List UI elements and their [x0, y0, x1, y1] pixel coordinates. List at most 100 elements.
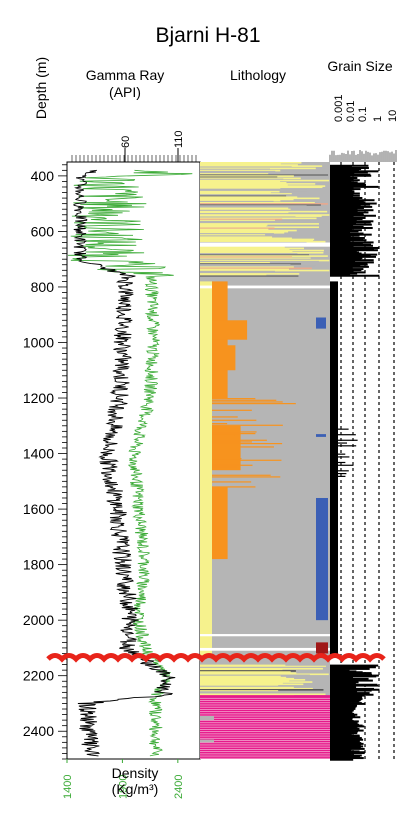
grain-size-bar	[330, 184, 366, 187]
grain-size-bar	[330, 203, 371, 206]
lithology-band	[200, 667, 323, 670]
grain-size-bar	[330, 271, 366, 274]
volcanic-stripe	[200, 715, 330, 717]
volcanic-stripe	[200, 729, 330, 730]
grain-size-bar	[330, 173, 371, 176]
grain-size-bar	[330, 232, 364, 235]
volcanic-stripe	[200, 733, 330, 735]
lithology-band	[200, 246, 285, 249]
grain-size-bar	[330, 214, 376, 217]
grain-size-bar	[330, 456, 350, 458]
lithology-band	[200, 270, 276, 273]
grain-size-bar	[330, 442, 348, 444]
sand-stringer	[212, 446, 274, 448]
lithology-band	[200, 208, 291, 211]
depth-tick-label: 800	[31, 279, 55, 295]
depth-axis-label: Depth (m)	[33, 57, 49, 119]
limestone-interval	[316, 497, 328, 621]
lithology-band	[200, 681, 313, 683]
lithology-band	[200, 269, 330, 272]
grain-size-bar	[330, 274, 380, 277]
lithology-inclusion	[200, 739, 214, 743]
density-tick-label: 1400	[62, 775, 74, 799]
grain-size-bar	[330, 263, 368, 266]
lithology-band	[200, 163, 281, 165]
lithology-band	[200, 181, 287, 184]
lithology-band	[200, 198, 294, 201]
volcanic-stripe	[200, 735, 330, 737]
lithology-band	[200, 180, 281, 183]
grain-size-bar	[330, 472, 347, 475]
volcanic-stripe	[200, 746, 330, 748]
grain-size-bar	[330, 209, 374, 212]
depth-tick-label: 1800	[23, 557, 54, 573]
sand-stringer	[212, 441, 252, 443]
sand-stringer	[212, 431, 257, 433]
grain-size-bar	[330, 259, 374, 262]
grain-size-bar	[330, 231, 351, 234]
lithology-band	[200, 674, 310, 677]
grain-size-bar	[330, 221, 371, 224]
lithology-band	[200, 224, 268, 226]
volcanic-stripe	[200, 702, 330, 704]
lithology-band	[200, 184, 288, 186]
lithology-band	[200, 264, 291, 266]
grain-size-bar	[330, 192, 360, 195]
volcanic-stripe	[200, 709, 330, 710]
sand-stringer	[212, 423, 228, 425]
grain-size-bar	[330, 445, 357, 447]
volcanic-stripe	[200, 717, 330, 719]
volcanic-stripe	[200, 720, 330, 721]
lithology-band	[200, 239, 314, 242]
sand-stringer	[212, 443, 283, 445]
sand-stringer	[212, 474, 271, 476]
grain-size-bar	[330, 200, 364, 203]
grain-size-bar	[330, 667, 370, 670]
lithology-band	[200, 257, 311, 260]
sand-stringer	[212, 403, 296, 405]
grain-size-column	[330, 281, 338, 657]
grain-size-bar	[330, 190, 355, 193]
grain-size-bar	[330, 258, 362, 261]
grain-size-bar	[330, 244, 373, 247]
lithology-band	[200, 194, 308, 196]
lithology-band	[200, 672, 297, 674]
grain-size-bar	[330, 266, 353, 269]
unconformity-line	[46, 653, 386, 663]
lithology-band	[200, 185, 326, 187]
grain-size-bar	[330, 242, 363, 245]
sand-stringer	[212, 416, 238, 418]
grain-size-bar	[330, 215, 354, 218]
lithology-band	[200, 220, 311, 223]
lithology-band	[200, 253, 298, 255]
volcanic-stripe	[200, 700, 330, 701]
lithology-band	[200, 256, 293, 259]
sand-stringer	[212, 464, 253, 466]
grain-size-bar	[330, 248, 374, 251]
lithology-band	[200, 673, 329, 676]
sand-stringer	[212, 466, 238, 468]
lithology-band	[200, 679, 306, 681]
grain-size-bar	[330, 213, 364, 216]
grain-size-bar	[330, 675, 377, 678]
lithology-band	[200, 207, 289, 210]
volcanic-stripe	[200, 697, 330, 699]
depth-tick-label: 1200	[23, 390, 54, 406]
lithology-band	[200, 682, 283, 684]
grain-size-bar	[330, 219, 357, 222]
lithology-gap	[200, 647, 330, 651]
volcanic-stripe	[200, 753, 330, 755]
lithology-band	[200, 190, 280, 193]
volcanic-stripe	[200, 755, 330, 757]
lithology-band	[200, 675, 281, 678]
grain-size-bar	[330, 168, 362, 171]
grain-size-bar	[330, 220, 374, 223]
lithology-band	[200, 196, 298, 199]
lithology-band	[200, 168, 270, 171]
lithology-band	[200, 200, 274, 203]
grain-size-bar	[330, 272, 358, 275]
lithology-band	[200, 191, 271, 194]
gamma-ray-unit: (API)	[109, 84, 141, 100]
grain-scale-label: 0.001	[333, 94, 345, 122]
